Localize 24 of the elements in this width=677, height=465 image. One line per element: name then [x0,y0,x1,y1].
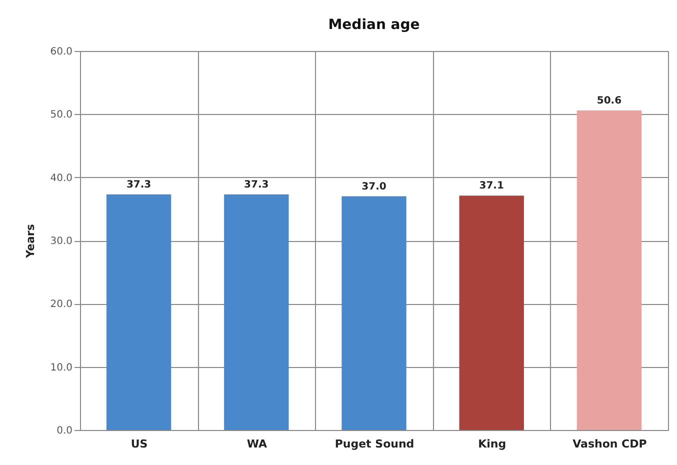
bar [106,194,172,430]
x-tick-label: King [478,438,506,450]
y-tick-label: 60.0 [50,46,72,58]
x-tick-label: US [130,438,148,450]
y-tick-label: 10.0 [50,362,72,374]
y-tick-label: 30.0 [50,236,72,247]
y-axis-title: Years [24,224,38,259]
y-tick-label: 0.0 [56,426,72,436]
data-label: 37.3 [244,179,269,190]
data-label: 37.1 [479,180,504,192]
y-tick-label: 20.0 [50,299,72,310]
y-tick-label: 50.0 [50,110,72,121]
bar [342,196,406,430]
data-label: 37.3 [126,179,152,190]
bar [224,194,289,430]
bar [576,110,642,430]
x-tick-label: WA [246,438,268,450]
chart-title: Median age [328,17,420,33]
x-tick-label: Puget Sound [334,438,414,450]
bar [459,196,524,430]
data-label: 50.6 [596,95,622,106]
x-tick-label: Vashon CDP [572,438,647,450]
data-label: 37.0 [362,181,386,192]
y-tick-label: 40.0 [50,172,72,184]
